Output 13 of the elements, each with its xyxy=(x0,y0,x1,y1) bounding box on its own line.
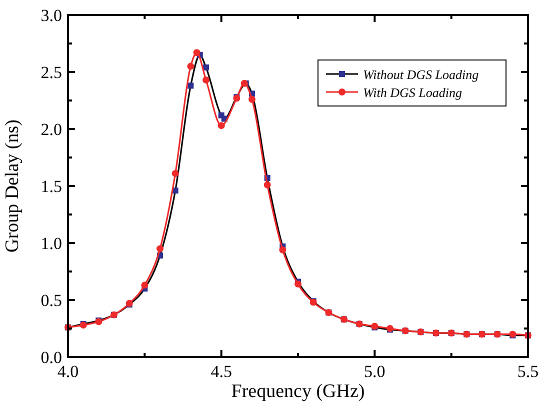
x-tick-label: 5.0 xyxy=(364,362,386,381)
y-tick-label: 1.5 xyxy=(40,177,62,196)
x-axis-title: Frequency (GHz) xyxy=(231,381,365,402)
y-tick-label: 2.5 xyxy=(40,63,62,82)
x-tick-label: 5.5 xyxy=(517,362,539,381)
y-tick-label: 3.0 xyxy=(40,6,62,25)
x-tick-label: 4.5 xyxy=(210,362,232,381)
y-tick-label: 1.0 xyxy=(40,234,62,253)
legend-label: Without DGS Loading xyxy=(363,67,480,82)
y-axis-title: Group Delay (ns) xyxy=(2,120,23,252)
y-tick-label: 2.0 xyxy=(40,120,62,139)
y-tick-label: 0.5 xyxy=(40,291,62,310)
legend-label: With DGS Loading xyxy=(363,85,462,100)
